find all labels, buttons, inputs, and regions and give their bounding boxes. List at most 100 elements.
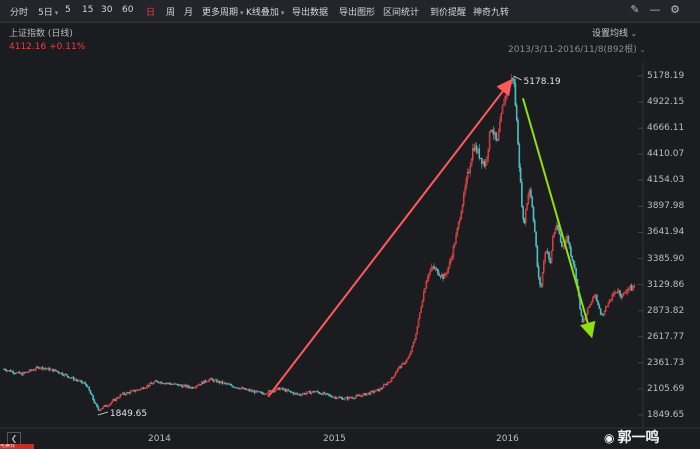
candle-body [195,385,198,388]
chevron-down-icon: ▾ [280,9,285,17]
period-tab[interactable]: 分时 [10,5,28,18]
period-tab[interactable]: 30 [101,5,112,15]
period-tab[interactable]: 神奇九转 [473,5,509,18]
candle-body [29,369,31,372]
candle-body [318,391,320,394]
candle-body [453,243,456,247]
candle-body [328,394,331,396]
candle-body [353,398,355,400]
candle-body [114,399,116,401]
period-tab[interactable]: 5 [65,5,71,15]
period-tab[interactable]: 60 [122,5,133,15]
candle-body [110,402,112,405]
candle-body [96,403,98,408]
candle-body [66,374,69,377]
candle-body [310,392,313,394]
candle-body [231,385,234,388]
bottom-tab[interactable]: 可换日 [0,444,34,449]
candle-body [149,382,151,387]
candle-body [503,103,505,106]
candle-body [341,397,344,400]
candle-body [561,241,563,247]
period-tab[interactable]: 15 [82,5,93,15]
candle-body [451,256,453,260]
pen-icon[interactable]: ✎ [630,3,640,16]
candle-body [513,79,515,84]
period-tab[interactable]: 5日 ▾ [38,5,58,18]
candle-body [621,293,624,298]
candle-body [124,394,127,396]
candle-body [586,307,589,315]
candle-body [535,231,537,247]
candle-body [9,369,12,372]
price-tick-label: 4922.15 [647,97,685,108]
candle-body [18,371,21,374]
candle-body [429,270,431,274]
candle-body [484,161,487,167]
candle-body [278,387,280,391]
candle-body [147,384,150,387]
candle-body [403,362,406,364]
candle-body [133,389,136,392]
candle-body [468,172,470,174]
candle-body [191,386,194,389]
candle-body [380,388,382,390]
candle-body [465,178,468,188]
price-tick-label: 2873.82 [647,305,685,316]
candle-body [527,194,530,204]
period-tab[interactable]: 区间统计 [383,5,419,18]
ma-setting-dropdown[interactable]: 设置均线 ⌄ [592,26,637,39]
candle-body [256,390,258,392]
price-tick-label: 4154.03 [647,175,685,186]
candle-body [41,366,44,370]
candle-body [607,302,610,307]
candle-body [369,391,372,395]
last-price: 4112.16 [9,42,47,52]
candle-body [151,383,154,385]
period-tab[interactable]: 导出图形 [339,5,375,18]
candle-body [437,269,439,275]
candle-body [517,119,519,145]
candle-body [456,227,459,236]
candle-body [411,346,413,352]
period-tab[interactable]: 周 [166,5,175,18]
price-readout: 4112.16 +0.11% [9,42,85,52]
candle-body [580,308,583,316]
candle-body [421,300,424,308]
candle-body [83,382,85,384]
candle-body [158,382,160,384]
candle-body [416,326,419,335]
candle-body [137,389,140,391]
candle-body [379,388,381,392]
candle-body [92,395,94,400]
candle-body [394,373,397,377]
candle-body [366,393,368,396]
period-tab[interactable]: 日 [146,5,155,18]
watermark-text: 郭一鸣 [617,430,660,446]
candle-body [176,383,178,385]
candle-body [530,189,532,198]
candle-body [105,404,107,407]
period-tab[interactable]: 月 [184,5,193,18]
date-range-selector[interactable]: 2013/3/11-2016/11/8(892根) ⌄ [508,42,646,55]
candle-body [129,391,132,394]
period-tab[interactable]: K线叠加 ▾ [246,5,284,18]
candle-body [497,131,500,141]
candle-body [544,253,546,262]
candle-body [424,288,426,293]
minus-icon[interactable]: — [649,3,661,16]
candle-body [120,394,123,396]
price-tick-label: 1849.65 [647,410,685,420]
candles [3,73,636,412]
candle-body [109,403,111,406]
period-tab[interactable]: 更多周期 ▾ [202,5,244,18]
candle-body [412,342,415,347]
period-tab[interactable]: 导出数据 [292,5,328,18]
candle-body [251,389,253,392]
candle-body [267,390,270,394]
candle-body [48,367,51,371]
candle-body [111,400,114,403]
gear-icon[interactable]: ⚙ [670,3,680,16]
period-tab[interactable]: 到价提醒 [430,5,466,18]
